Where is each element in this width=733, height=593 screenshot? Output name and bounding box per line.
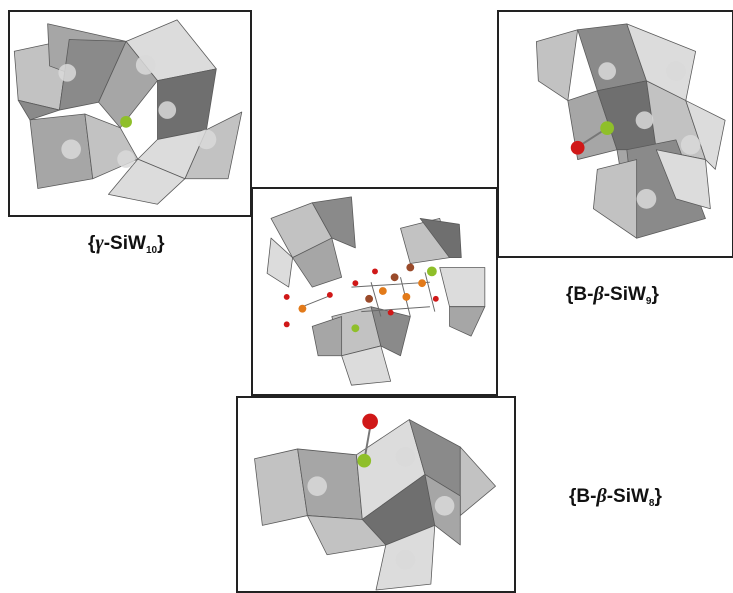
- oxygen-atom: [283, 321, 290, 328]
- bridge-atom: [406, 263, 415, 272]
- b-beta-siw9-polyhedra: [535, 23, 726, 239]
- silicon-atom: [600, 121, 615, 135]
- assembled-cluster-panel: [251, 187, 498, 396]
- oxygen-atom: [326, 291, 333, 298]
- oxygen-atom: [432, 295, 439, 302]
- oxygen-atom: [283, 293, 290, 300]
- oxygen-atom: [570, 140, 585, 155]
- oxygen-atom: [387, 309, 394, 316]
- iron-atom: [402, 292, 411, 301]
- silicon-atom: [120, 115, 132, 128]
- silicon-atom: [426, 266, 437, 277]
- assembled-cluster-structure: [266, 196, 486, 386]
- bridge-atom: [365, 294, 374, 303]
- bridge-atom: [390, 273, 399, 282]
- b-beta-siw9-label: {B-β-SiW9}: [566, 283, 659, 307]
- b-beta-siw8-label: {B-β-SiW8}: [569, 485, 662, 509]
- oxygen-atom: [352, 280, 359, 287]
- b-beta-siw9-structure-panel: [497, 10, 733, 258]
- iron-atom: [418, 279, 426, 288]
- iron-atom: [378, 287, 387, 295]
- gamma-siw10-structure-panel: [8, 10, 252, 217]
- oxygen-atom: [372, 268, 378, 275]
- iron-atom: [298, 304, 307, 313]
- b-beta-siw8-polyhedra: [254, 413, 496, 591]
- gamma-siw10-polyhedra: [13, 19, 243, 205]
- b-beta-siw8-structure-panel: [236, 396, 516, 593]
- silicon-atom: [357, 453, 372, 468]
- gamma-siw10-label: {γ-SiW10}: [88, 232, 165, 256]
- oxygen-atom: [362, 413, 378, 430]
- silicon-atom: [351, 324, 360, 333]
